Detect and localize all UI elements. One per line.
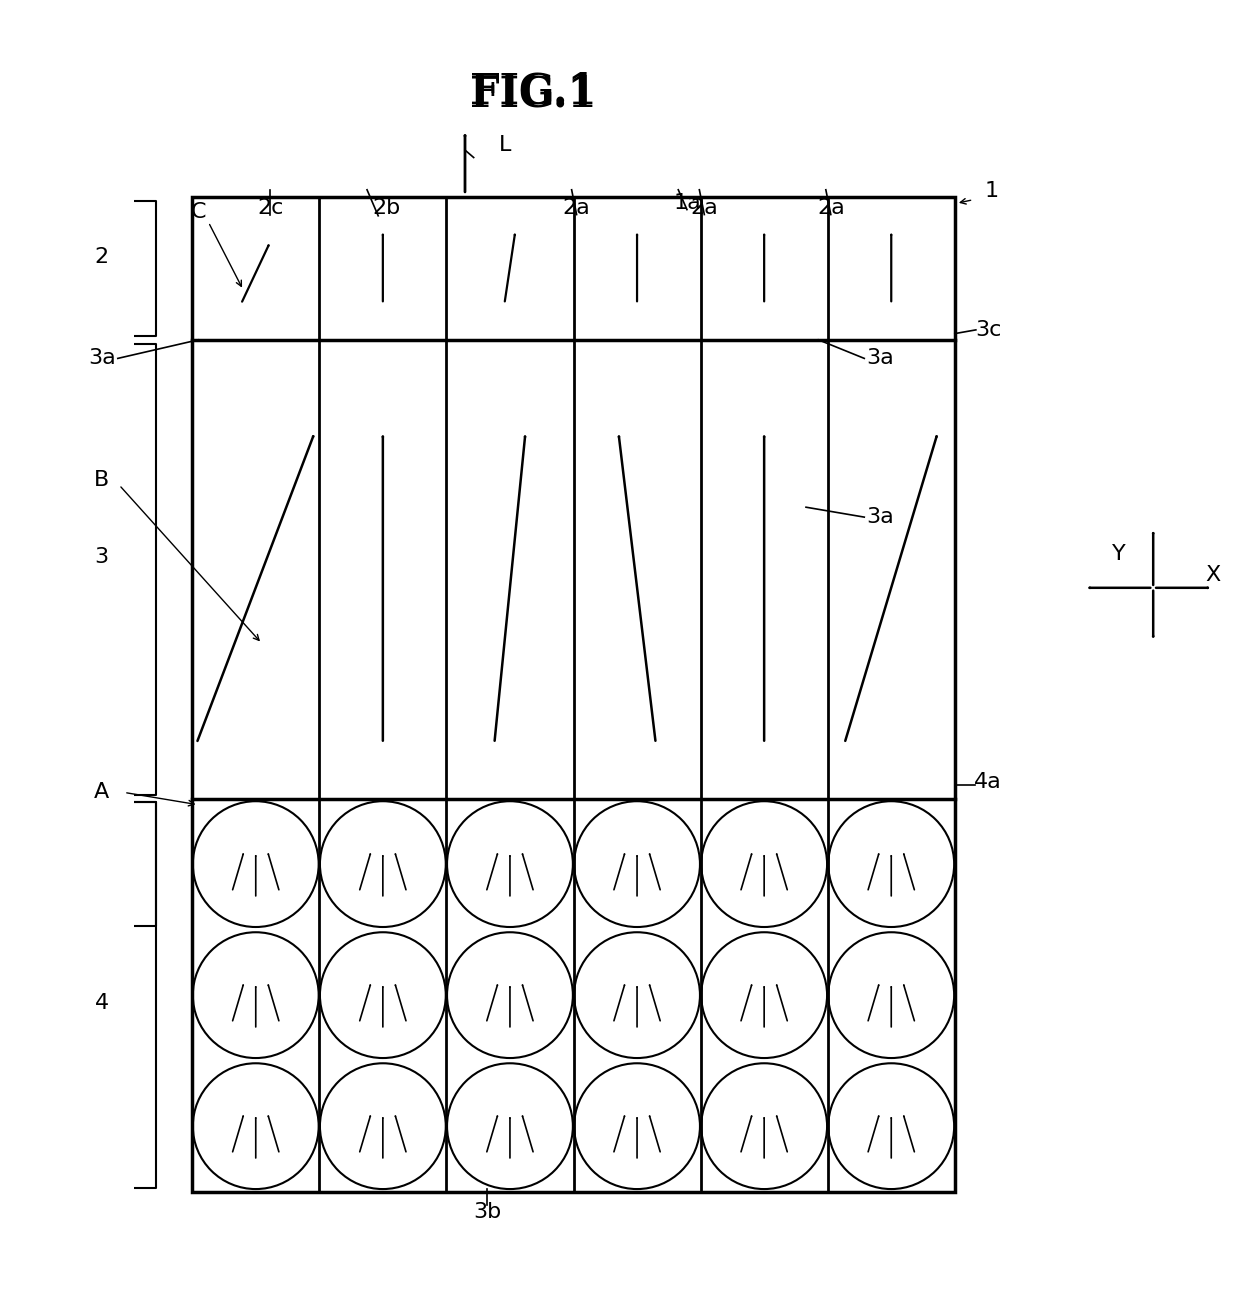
Text: 3a: 3a: [867, 349, 894, 369]
Text: L: L: [498, 135, 511, 155]
Text: 3b: 3b: [474, 1202, 501, 1221]
Text: C: C: [191, 202, 206, 222]
Text: 3c: 3c: [975, 320, 1002, 340]
Text: 2c: 2c: [257, 198, 284, 218]
Text: FIG.1: FIG.1: [470, 71, 596, 113]
Text: B: B: [94, 470, 109, 489]
Text: 1: 1: [985, 181, 999, 201]
Text: Y: Y: [1111, 544, 1126, 564]
Text: 3: 3: [94, 547, 109, 567]
Text: 4: 4: [94, 993, 109, 1013]
Text: FIG.1: FIG.1: [470, 73, 596, 115]
Text: 2b: 2b: [373, 198, 401, 218]
Text: 4a: 4a: [975, 773, 1002, 792]
Text: 2: 2: [94, 247, 109, 266]
Text: 2a: 2a: [563, 198, 590, 218]
Text: 2a: 2a: [691, 198, 718, 218]
Bar: [192, 197, 955, 1191]
Text: 3a: 3a: [88, 349, 115, 369]
Text: X: X: [1205, 565, 1220, 585]
Text: 1a: 1a: [673, 193, 701, 214]
Text: 2a: 2a: [817, 198, 844, 218]
Text: A: A: [94, 782, 109, 803]
Text: 3a: 3a: [867, 508, 894, 527]
